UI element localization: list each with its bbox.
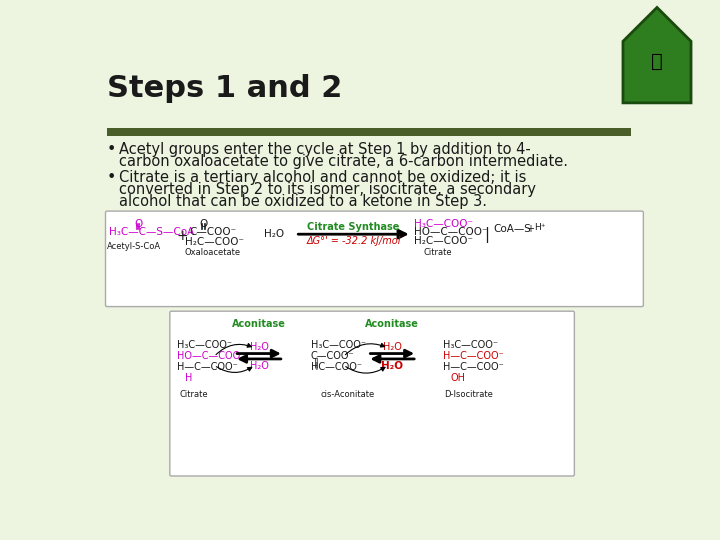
Text: H₂O: H₂O <box>382 361 403 372</box>
Text: Acetyl-S-CoA: Acetyl-S-CoA <box>107 242 161 251</box>
Text: |: | <box>484 227 489 243</box>
Text: H₂C—COO⁻: H₂C—COO⁻ <box>184 237 243 246</box>
Text: H₃C—C—S—CoA: H₃C—C—S—CoA <box>109 227 194 237</box>
Text: Citrate Synthase: Citrate Synthase <box>307 222 400 232</box>
Text: H₃C—COO⁻: H₃C—COO⁻ <box>311 340 366 350</box>
Text: H₂O: H₂O <box>250 361 269 372</box>
Text: ‖: ‖ <box>314 357 319 368</box>
Text: Aconitase: Aconitase <box>232 319 286 329</box>
Text: converted in Step 2 to its isomer, isocitrate, a secondary: converted in Step 2 to its isomer, isoci… <box>120 182 536 197</box>
Text: H—C—COO⁻: H—C—COO⁻ <box>443 362 503 372</box>
Text: H₂O: H₂O <box>264 229 284 239</box>
Text: O: O <box>134 219 142 229</box>
Text: HC—COO⁻: HC—COO⁻ <box>311 362 362 372</box>
Text: C—COO⁻: C—COO⁻ <box>189 227 236 237</box>
Text: HO—C—COO⁻: HO—C—COO⁻ <box>177 351 246 361</box>
Text: H—C—COO⁻: H—C—COO⁻ <box>443 351 503 361</box>
Text: •: • <box>107 170 117 185</box>
Bar <box>107 128 631 136</box>
Text: H⁺: H⁺ <box>534 222 546 232</box>
Text: ΔG°' = -32.2 kJ/mol: ΔG°' = -32.2 kJ/mol <box>306 236 401 246</box>
Text: H₂C—COO⁻: H₂C—COO⁻ <box>414 236 473 246</box>
Text: +: + <box>177 229 189 243</box>
Text: D-Isocitrate: D-Isocitrate <box>444 390 493 399</box>
Text: H₂O: H₂O <box>383 342 402 352</box>
Text: •: • <box>107 142 117 157</box>
Text: CoA—S: CoA—S <box>493 224 531 234</box>
Text: H₃C—COO⁻: H₃C—COO⁻ <box>443 340 498 350</box>
Text: C—COO⁻: C—COO⁻ <box>311 351 354 361</box>
Text: Citrate: Citrate <box>180 390 209 399</box>
Text: alcohol that can be oxidized to a ketone in Step 3.: alcohol that can be oxidized to a ketone… <box>120 194 487 209</box>
Text: O: O <box>200 219 208 229</box>
Text: 🏛: 🏛 <box>651 52 663 71</box>
Text: cis-Aconitate: cis-Aconitate <box>320 390 374 399</box>
Text: H₃C—COO⁻: H₃C—COO⁻ <box>177 340 232 350</box>
Text: Oxaloacetate: Oxaloacetate <box>184 248 240 257</box>
Text: HO—C—COO⁻: HO—C—COO⁻ <box>414 227 487 237</box>
FancyBboxPatch shape <box>170 311 575 476</box>
Text: +: + <box>526 224 534 234</box>
Text: H: H <box>184 373 192 383</box>
Text: OH: OH <box>451 373 465 383</box>
Text: H₃C—COO⁻: H₃C—COO⁻ <box>414 219 473 229</box>
Text: Acetyl groups enter the cycle at Step 1 by addition to 4-: Acetyl groups enter the cycle at Step 1 … <box>120 142 531 157</box>
FancyBboxPatch shape <box>106 211 644 307</box>
Text: Citrate: Citrate <box>423 248 452 257</box>
Text: H₂O: H₂O <box>250 342 269 352</box>
Text: Steps 1 and 2: Steps 1 and 2 <box>107 74 343 103</box>
Text: Citrate is a tertiary alcohol and cannot be oxidized; it is: Citrate is a tertiary alcohol and cannot… <box>120 170 527 185</box>
Text: H—C—COO⁻: H—C—COO⁻ <box>177 362 238 372</box>
Text: Aconitase: Aconitase <box>365 319 419 329</box>
Polygon shape <box>623 8 691 103</box>
Text: carbon oxaloacetate to give citrate, a 6-carbon intermediate.: carbon oxaloacetate to give citrate, a 6… <box>120 154 569 169</box>
